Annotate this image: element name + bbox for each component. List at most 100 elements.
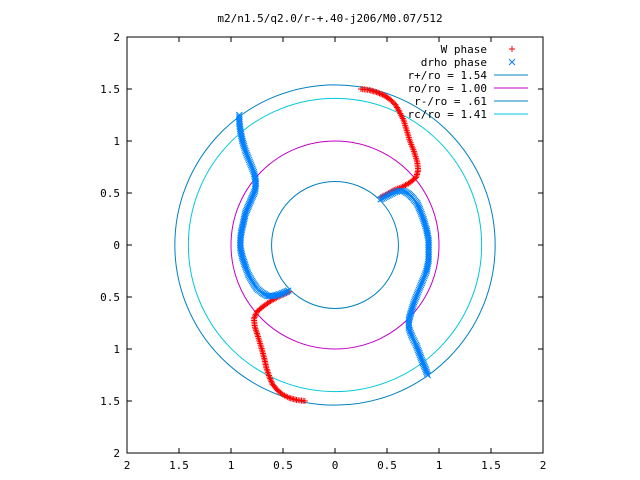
drho-phase-point xyxy=(421,272,428,280)
w-phase-point xyxy=(395,107,402,114)
w-phase-point xyxy=(379,91,386,98)
w-phase-point xyxy=(252,327,259,334)
w-phase-point xyxy=(377,90,384,97)
drho-phase-point xyxy=(418,279,426,287)
drho-phase-point xyxy=(423,370,431,377)
drho-phase-point xyxy=(419,278,426,285)
drho-phase-point xyxy=(416,284,423,292)
drho-phase-point xyxy=(424,371,431,379)
drho-phase-point xyxy=(388,190,396,198)
x-tick-label: 0 xyxy=(332,459,339,472)
legend-marker xyxy=(508,58,516,66)
drho-phase-point xyxy=(250,168,258,176)
w-phase-point xyxy=(373,89,380,96)
y-tick-label: 1.5 xyxy=(100,83,120,96)
w-phase-point xyxy=(268,378,275,385)
drho-phase-point xyxy=(235,111,243,119)
drho-phase-point xyxy=(235,113,243,121)
drho-phase-point xyxy=(249,165,256,173)
w-phase-point xyxy=(254,331,261,338)
x-tick-label: 1 xyxy=(436,459,443,472)
w-phase-point xyxy=(267,375,274,382)
w-phase-point xyxy=(387,96,394,103)
w-phase-point xyxy=(252,312,259,319)
drho-phase-point xyxy=(412,293,420,301)
circle-r-0-61 xyxy=(271,181,399,309)
drho-phase-point xyxy=(409,334,417,342)
legend-marker xyxy=(509,46,515,52)
w-phase-point xyxy=(376,90,383,97)
drho-phase-point xyxy=(389,189,397,197)
radius-circles xyxy=(174,84,496,406)
drho-phase-point xyxy=(244,154,252,162)
x-axis-ticks: 2 1.5 1 0.5 0 0.5 1 1.5 2 xyxy=(124,37,547,472)
w-phase-point xyxy=(252,325,259,332)
drho-phase-point xyxy=(408,333,416,340)
legend-label: W phase xyxy=(441,43,487,56)
drho-phase-point xyxy=(410,336,417,344)
drho-phase-point xyxy=(245,156,253,164)
x-tick-label: 0.5 xyxy=(377,459,397,472)
y-tick-label: 1 xyxy=(113,135,120,148)
drho-phase-point xyxy=(415,286,423,294)
legend-label: rc/ro = 1.41 xyxy=(408,108,487,121)
legend-label: r-/ro = .61 xyxy=(414,95,487,108)
x-tick-label: 2 xyxy=(124,459,131,472)
drho-phase-point xyxy=(419,276,427,284)
x-tick-label: 2 xyxy=(540,459,547,472)
w-phase-point xyxy=(267,376,274,383)
y-tick-label: 0.5 xyxy=(100,187,120,200)
y-tick-label: 2 xyxy=(113,31,120,44)
y-axis-ticks: 2 1.5 1 0.5 0 0.5 1 1.5 2 xyxy=(100,31,543,460)
drho-phase-point xyxy=(248,163,256,171)
w-phase-point xyxy=(375,89,382,96)
w-phase-point xyxy=(263,366,270,373)
drho-phase-point xyxy=(414,288,422,296)
y-tick-label: 0.5 xyxy=(100,291,120,304)
w-phase-point xyxy=(250,315,257,322)
w-phase-point xyxy=(252,311,259,318)
chart-title: m2/n1.5/q2.0/r-+.40-j206/M0.07/512 xyxy=(217,12,442,25)
w-phase-point xyxy=(251,314,258,321)
drho-phase-point xyxy=(246,158,254,166)
drho-phase-point xyxy=(423,267,430,275)
legend-label: ro/ro = 1.00 xyxy=(408,82,487,95)
w-phase-point xyxy=(254,330,260,337)
drho-phase-point xyxy=(412,295,419,303)
w-phase-point xyxy=(389,99,396,105)
drho-phase-point xyxy=(244,153,251,160)
w-phase-point xyxy=(388,97,395,104)
w-phase-point xyxy=(264,367,271,374)
drho-phase-point xyxy=(414,290,421,297)
drho-phase-point xyxy=(413,291,421,299)
y-tick-label: 2 xyxy=(113,447,120,460)
w-phase-point xyxy=(401,182,408,189)
drho-phase-point xyxy=(411,339,419,347)
drho-phase-point xyxy=(407,331,415,339)
phase-markers xyxy=(235,86,432,404)
w-phase-point xyxy=(269,381,276,388)
x-tick-label: 1.5 xyxy=(481,459,501,472)
drho-phase-point xyxy=(249,167,257,174)
circle-r-1-41 xyxy=(187,97,483,393)
x-tick-label: 0.5 xyxy=(273,459,293,472)
drho-phase-point xyxy=(422,269,430,277)
y-tick-label: 1 xyxy=(113,343,120,356)
drho-phase-point xyxy=(420,274,428,282)
y-tick-label: 1.5 xyxy=(100,395,120,408)
drho-phase-point xyxy=(247,161,255,169)
drho-phase-point xyxy=(417,281,425,289)
y-tick-label: 0 xyxy=(113,239,120,252)
drho-phase-point xyxy=(411,338,418,345)
drho-phase-point xyxy=(421,271,429,278)
w-phase-point xyxy=(268,379,275,386)
drho-phase-point xyxy=(247,160,254,167)
drho-phase-point xyxy=(391,188,399,196)
drho-phase-point xyxy=(243,151,251,159)
legend-label: r+/ro = 1.54 xyxy=(408,69,488,82)
legend-label: drho phase xyxy=(421,56,487,69)
drho-phase-point xyxy=(416,283,424,290)
circle-r-1 xyxy=(230,140,440,350)
